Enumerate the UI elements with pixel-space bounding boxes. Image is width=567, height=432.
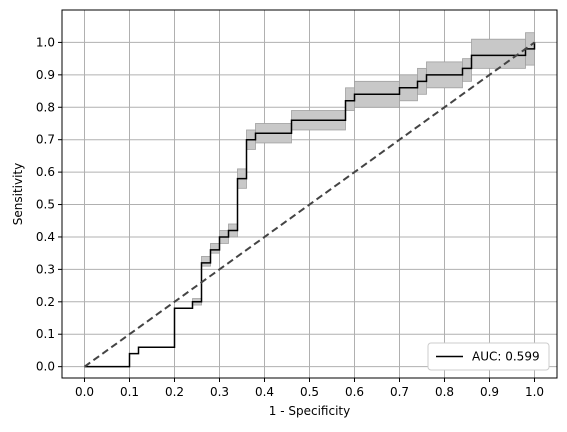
confidence-band-segment <box>201 256 211 267</box>
series-lines <box>83 41 536 368</box>
x-tick-label: 0.6 <box>345 385 364 399</box>
y-tick-label: 0.9 <box>36 68 55 82</box>
axis-ticks: 0.0 0.1 0.2 0.3 0.4 0.5 0.6 0.7 0.8 0.9 1.0 0.0 0.1 0… <box>36 35 544 399</box>
confidence-band-segment <box>345 87 355 111</box>
x-tick-label: 0.8 <box>435 385 454 399</box>
x-tick-label: 0.1 <box>120 385 139 399</box>
y-tick-label: 0.3 <box>36 262 55 276</box>
y-tick-label: 0.0 <box>36 360 55 374</box>
legend-label: AUC: 0.599 <box>472 350 540 364</box>
y-tick-label: 0.6 <box>36 165 55 179</box>
x-tick-label: 0.7 <box>390 385 409 399</box>
confidence-band-segment <box>210 243 220 254</box>
y-tick-label: 0.7 <box>36 133 55 147</box>
y-tick-label: 1.0 <box>36 35 55 49</box>
x-tick-label: 0.5 <box>300 385 319 399</box>
x-tick-label: 0.3 <box>210 385 229 399</box>
roc-curve-line <box>84 42 536 368</box>
y-axis-title: Sensitivity <box>11 163 25 225</box>
y-tick-label: 0.8 <box>36 100 55 114</box>
y-tick-label: 0.1 <box>36 327 55 341</box>
y-tick-label: 0.5 <box>36 198 55 212</box>
confidence-band-segment <box>471 38 526 69</box>
x-tick-label: 0.0 <box>75 385 94 399</box>
y-tick-label: 0.2 <box>36 295 55 309</box>
x-tick-label: 0.9 <box>480 385 499 399</box>
confidence-band-segment <box>462 58 472 82</box>
chance-diagonal-line <box>83 41 536 368</box>
x-axis-title: 1 - Specificity <box>269 404 350 418</box>
legend-box <box>427 342 550 371</box>
x-tick-label: 0.2 <box>165 385 184 399</box>
y-tick-label: 0.4 <box>36 230 55 244</box>
legend: AUC: 0.599 <box>427 342 550 371</box>
x-tick-label: 0.4 <box>255 385 274 399</box>
x-tick-label: 1.0 <box>525 385 544 399</box>
